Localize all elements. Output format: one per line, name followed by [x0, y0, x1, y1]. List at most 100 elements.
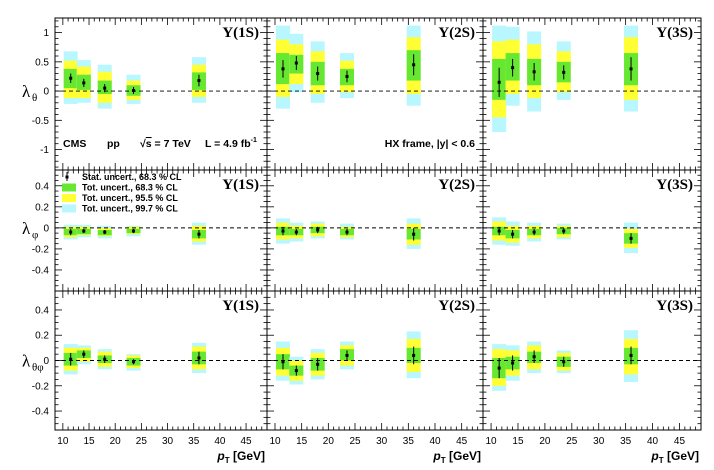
- x-tick-label: 15: [83, 436, 95, 447]
- x-tick-label: 25: [136, 436, 148, 447]
- data-point: [629, 67, 633, 71]
- legend-swatch: [62, 204, 76, 213]
- experiment-label: CMS: [63, 138, 86, 150]
- energy-s: s: [146, 138, 152, 150]
- x-tick-label: 45: [240, 436, 252, 447]
- x-tick-label: 15: [296, 436, 308, 447]
- x-tick-label: 20: [323, 436, 335, 447]
- x-axis-title-unit: [GeV]: [446, 449, 481, 463]
- y-tick-label: -0.4: [32, 407, 50, 418]
- x-axis-title-p: p: [650, 449, 658, 463]
- panel-0-0: Υ(1S): [54, 17, 268, 171]
- x-tick-label: 35: [188, 436, 200, 447]
- data-point: [132, 360, 136, 364]
- y-tick-label: -1: [40, 145, 49, 156]
- x-tick-label: 30: [376, 436, 388, 447]
- data-point: [532, 230, 536, 234]
- panel-1-1: Υ(2S): [266, 169, 484, 292]
- y-tick-label: 0: [43, 223, 49, 234]
- data-point: [82, 352, 86, 356]
- x-tick-label: 45: [456, 436, 468, 447]
- energy-sqrt: √: [140, 138, 146, 150]
- x-tick-label: 30: [162, 436, 174, 447]
- data-point: [294, 369, 298, 373]
- legend-label: Tot. uncert., 99.7 % CL: [82, 204, 178, 214]
- data-point: [345, 353, 349, 357]
- x-tick-label: 10: [57, 436, 69, 447]
- data-point: [629, 353, 633, 357]
- data-point: [197, 356, 201, 360]
- panel-1-2: Υ(3S): [482, 169, 702, 292]
- energy-value: = 7 TeV: [152, 138, 191, 150]
- x-tick-label: 40: [429, 436, 441, 447]
- x-tick-label: 35: [403, 436, 415, 447]
- data-point: [412, 353, 416, 357]
- x-tick-label: 30: [593, 436, 605, 447]
- data-point: [197, 79, 201, 83]
- x-tick-label: 20: [110, 436, 122, 447]
- x-tick-label: 25: [566, 436, 578, 447]
- legend-label: Tot. uncert., 95.5 % CL: [82, 193, 178, 203]
- data-point: [69, 76, 73, 80]
- x-axis-title-unit: [GeV]: [230, 449, 265, 463]
- x-tick-label: 40: [647, 436, 659, 447]
- state-label: Υ(2S): [438, 177, 475, 193]
- x-axis-title: pT [GeV]: [432, 449, 481, 465]
- lumi-value: L = 4.9 fb: [205, 138, 251, 150]
- y-tick-label: 0.2: [35, 202, 49, 213]
- data-point: [629, 236, 633, 240]
- y-axis-title-sub: θφ: [32, 362, 44, 374]
- panel-2-1: Υ(2S): [266, 290, 484, 431]
- lumi-label: L = 4.9 fb-1: [205, 137, 257, 150]
- frame-label: HX frame, |y| < 0.6: [385, 138, 475, 150]
- data-point: [69, 230, 73, 234]
- data-point: [532, 355, 536, 359]
- data-point: [511, 361, 515, 365]
- y-axis-title-sub: θ: [32, 92, 37, 104]
- x-tick-label: 15: [512, 436, 524, 447]
- data-point: [82, 229, 86, 233]
- y-tick-label: 0: [43, 87, 49, 98]
- data-point: [103, 230, 107, 234]
- x-axis-title: pT [GeV]: [216, 449, 265, 465]
- x-tick-label: 25: [349, 436, 361, 447]
- data-point: [562, 229, 566, 233]
- data-point: [197, 232, 201, 236]
- state-label: Υ(2S): [438, 25, 475, 41]
- legend-swatch: [62, 183, 76, 192]
- data-point: [281, 67, 285, 71]
- state-label: Υ(3S): [656, 298, 693, 314]
- legend-label: Stat. uncert., 68.3 % CL: [82, 172, 182, 182]
- state-label: Υ(3S): [656, 177, 693, 193]
- data-point: [294, 230, 298, 234]
- y-tick-label: 0.4: [35, 181, 49, 192]
- x-tick-label: 40: [214, 436, 226, 447]
- data-point: [132, 88, 136, 92]
- data-point: [497, 366, 501, 370]
- system-label: pp: [107, 138, 120, 150]
- data-point: [103, 86, 107, 90]
- x-axis-title-p: p: [216, 449, 224, 463]
- data-point: [511, 66, 515, 70]
- energy-label: √s = 7 TeV: [140, 138, 191, 150]
- y-tick-label: 0: [43, 356, 49, 367]
- data-point: [281, 229, 285, 233]
- data-point: [132, 229, 136, 233]
- data-point: [316, 362, 320, 366]
- data-point: [532, 70, 536, 74]
- x-tick-label: 45: [674, 436, 686, 447]
- data-point: [103, 357, 107, 361]
- y-tick-label: -0.4: [32, 265, 50, 276]
- data-point: [82, 81, 86, 85]
- state-label: Υ(3S): [656, 25, 693, 41]
- y-tick-label: 0.4: [35, 305, 49, 316]
- legend-label: Tot. uncert., 68.3 % CL: [82, 183, 178, 193]
- data-point: [511, 232, 515, 236]
- data-point: [497, 229, 501, 233]
- data-point: [412, 63, 416, 67]
- y-tick-label: -0.5: [32, 116, 50, 127]
- y-tick-label: -0.2: [32, 244, 50, 255]
- panel-2-0: Υ(1S): [54, 290, 268, 431]
